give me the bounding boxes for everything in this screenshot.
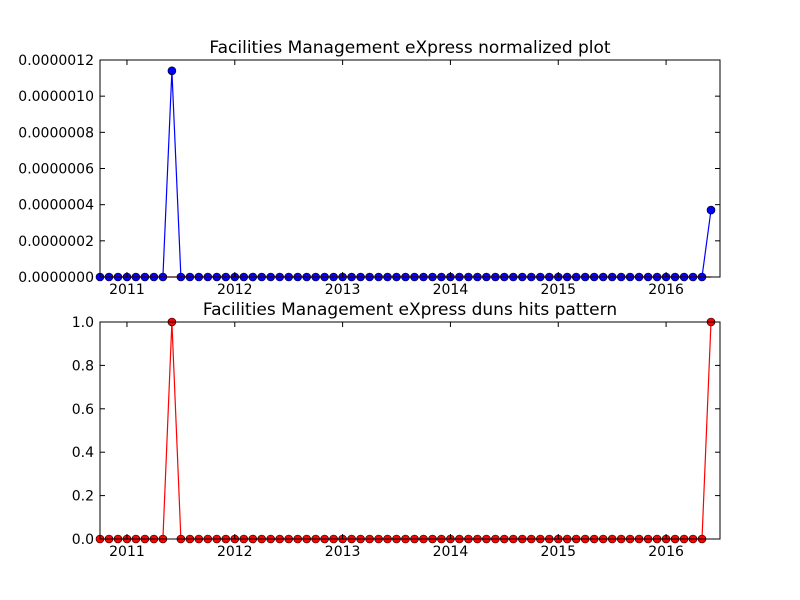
normalized-series-0-point-8: [167, 66, 177, 76]
normalized-ytick-label-1: 0.0000002: [18, 234, 94, 250]
normalized-ytick-label-6: 0.0000012: [18, 53, 94, 69]
normalized-xtick-label-5: 2016: [648, 282, 684, 298]
normalized-series-0-point-68: [706, 205, 716, 215]
normalized-ytick-label-5: 0.0000010: [18, 89, 94, 105]
duns-hits-xtick-label-3: 2014: [433, 544, 469, 560]
normalized-plot-title: Facilities Management eXpress normalized…: [209, 38, 611, 58]
normalized-ytick-label-2: 0.0000004: [18, 198, 94, 214]
normalized-xtick-label-0: 2011: [109, 282, 145, 298]
duns-hits-series-0-line: [100, 321, 712, 540]
duns-hits-xtick-label-2: 2013: [325, 544, 361, 560]
duns-hits-xtick-label-4: 2015: [540, 544, 576, 560]
duns-hits-plot: Facilities Management eXpress duns hits …: [72, 300, 721, 560]
normalized-series-0-line: [100, 70, 712, 278]
duns-hits-ytick-label-4: 0.8: [72, 358, 94, 374]
duns-hits-xtick-label-0: 2011: [109, 544, 145, 560]
normalized-ytick-label-3: 0.0000006: [18, 162, 94, 178]
duns-hits-plot-title: Facilities Management eXpress duns hits …: [203, 300, 617, 320]
duns-hits-ytick-label-1: 0.2: [72, 489, 94, 505]
normalized-xtick-label-4: 2015: [540, 282, 576, 298]
duns-hits-xtick-label-5: 2016: [648, 544, 684, 560]
duns-hits-ytick-label-0: 0.0: [72, 532, 94, 548]
normalized-xtick-label-2: 2013: [325, 282, 361, 298]
duns-hits-ytick-label-3: 0.6: [72, 402, 94, 418]
normalized-ytick-label-4: 0.0000008: [18, 125, 94, 141]
normalized-xtick-label-1: 2012: [217, 282, 253, 298]
normalized-plot: Facilities Management eXpress normalized…: [18, 38, 721, 298]
normalized-ytick-label-0: 0.0000000: [18, 270, 94, 286]
duns-hits-plot-frame: [99, 321, 721, 540]
duns-hits-xtick-label-1: 2012: [217, 544, 253, 560]
duns-hits-ytick-label-5: 1.0: [72, 315, 94, 331]
normalized-xtick-label-3: 2014: [433, 282, 469, 298]
duns-hits-ytick-label-2: 0.4: [72, 445, 94, 461]
normalized-plot-frame: [99, 59, 721, 278]
